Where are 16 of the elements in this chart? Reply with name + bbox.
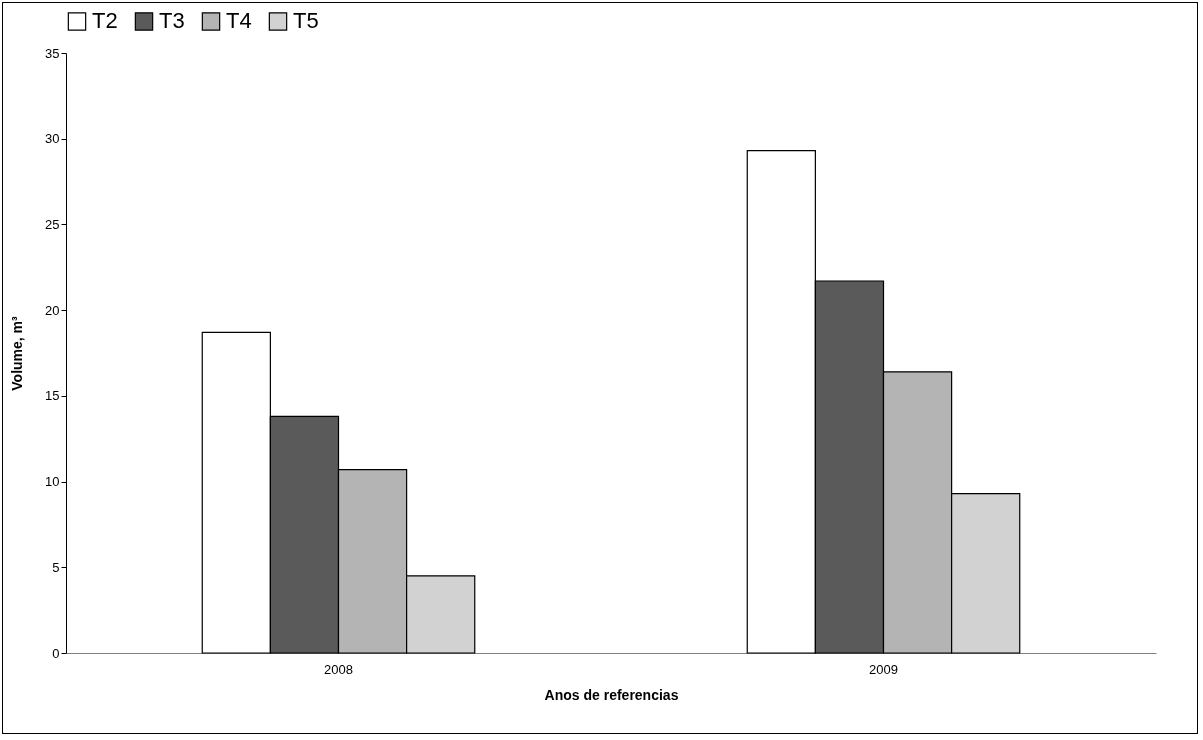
y-tick-label: 25 (45, 216, 60, 232)
y-tick-label: 5 (52, 559, 60, 575)
x-axis-title: Anos de referencias (544, 686, 679, 703)
legend-label: T2 (92, 8, 118, 34)
x-tick-label: 2008 (324, 661, 353, 677)
y-tick-label: 15 (45, 388, 60, 404)
legend-label: T5 (293, 8, 319, 34)
y-tick-label: 10 (45, 474, 60, 490)
y-tick-label: 20 (45, 302, 60, 318)
legend-label: T4 (226, 8, 252, 34)
legend-label: T3 (159, 8, 185, 34)
y-tick-label: 35 (45, 45, 60, 61)
x-tick-label: 2009 (869, 661, 898, 677)
y-axis-title: Volume, m³ (9, 315, 26, 391)
y-tick-label: 30 (45, 131, 60, 147)
y-tick-label: 0 (52, 645, 60, 661)
